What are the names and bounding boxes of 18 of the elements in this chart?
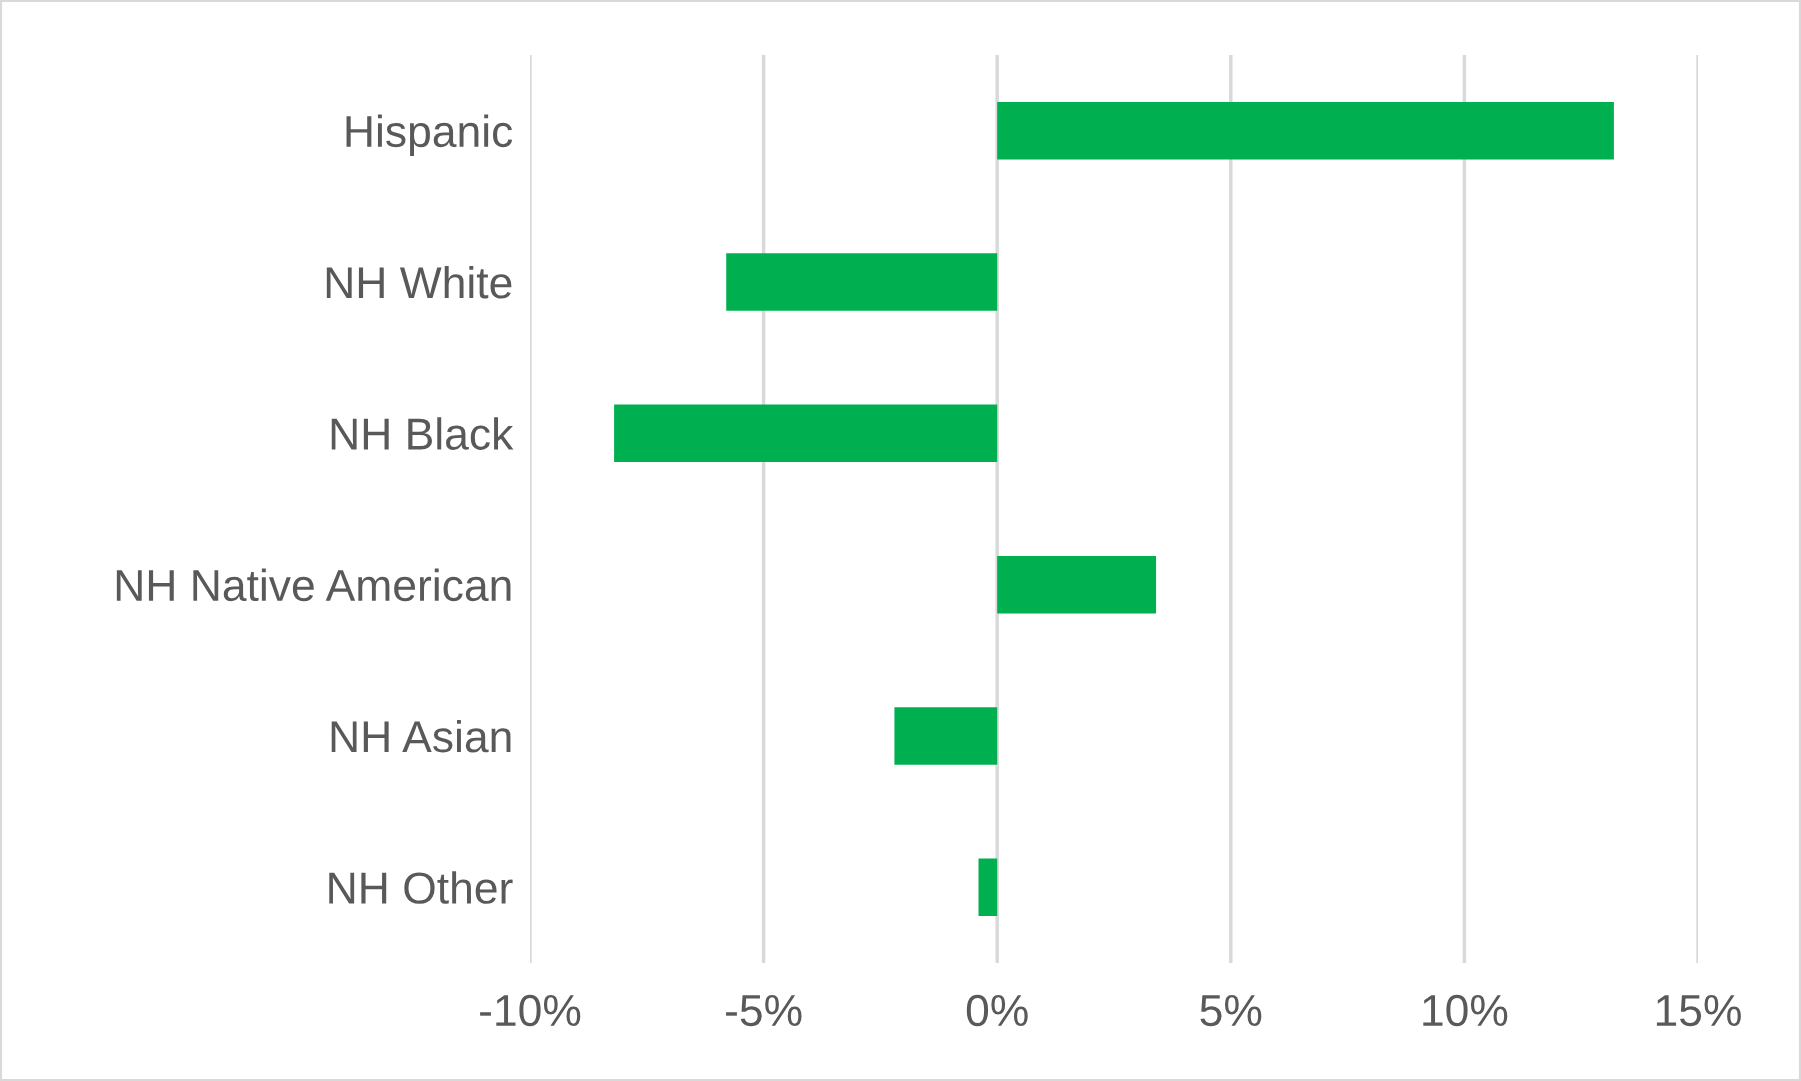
x-tick-label: 5% — [1200, 994, 1262, 1027]
x-tick-label: 15% — [1656, 994, 1741, 1027]
bar — [978, 858, 998, 917]
x-tick-label: -5% — [726, 994, 802, 1027]
y-tick-label: NH Other — [329, 871, 513, 904]
x-tick-label: 0% — [966, 994, 1028, 1027]
x-tick-label: -10% — [480, 994, 581, 1027]
y-tick-label: NH White — [326, 265, 512, 299]
bar — [894, 707, 998, 765]
y-tick-label: NH Asian — [331, 719, 511, 753]
bar — [997, 555, 1157, 614]
bar — [997, 101, 1614, 160]
y-tick-label: Hispanic — [346, 114, 513, 156]
y-tick-label: NH Black — [331, 417, 514, 450]
y-tick-label: NH Native American — [116, 568, 511, 602]
x-tick-label: 10% — [1423, 994, 1508, 1027]
bar — [614, 404, 998, 463]
bar — [726, 253, 998, 311]
